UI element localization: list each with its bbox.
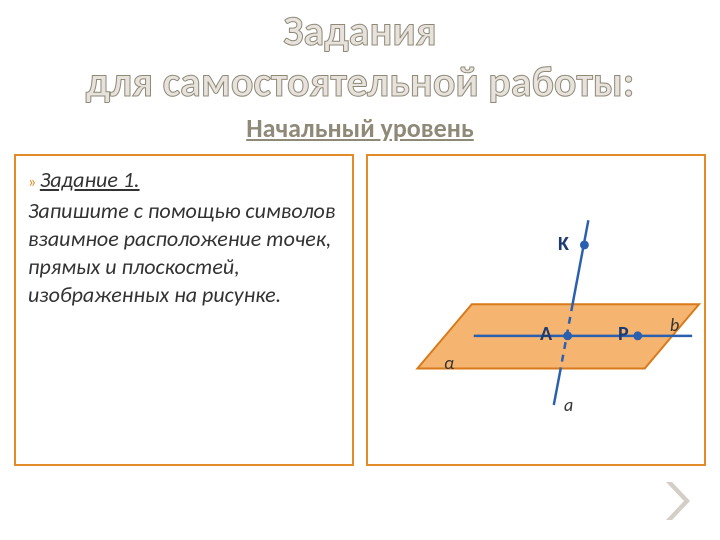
- task-label-line: » Задание 1.: [28, 166, 340, 193]
- subtitle: Начальный уровень: [0, 112, 720, 144]
- task-body: Запишите с помощью символов взаимное рас…: [28, 197, 340, 310]
- task-label: Задание 1.: [40, 166, 140, 193]
- point-label-k: K: [558, 232, 569, 256]
- title-line2: для самостоятельной работы:: [0, 57, 720, 108]
- diagram-panel: K A P α a b: [366, 154, 706, 466]
- geometry-diagram: [368, 156, 704, 464]
- title-block: Задания для самостоятельной работы: Нача…: [0, 0, 720, 144]
- point-label-p: P: [618, 322, 629, 346]
- next-chevron-icon[interactable]: [664, 480, 692, 522]
- title-line1: Задания: [0, 6, 720, 57]
- line-label-a: a: [564, 394, 573, 416]
- panels-row: » Задание 1. Запишите с помощью символов…: [0, 144, 720, 466]
- plane-label-alpha: α: [444, 352, 454, 374]
- task-panel: » Задание 1. Запишите с помощью символов…: [14, 154, 354, 466]
- task-bullet: »: [28, 173, 36, 192]
- point-label-a: A: [540, 322, 552, 346]
- line-label-b: b: [670, 314, 679, 336]
